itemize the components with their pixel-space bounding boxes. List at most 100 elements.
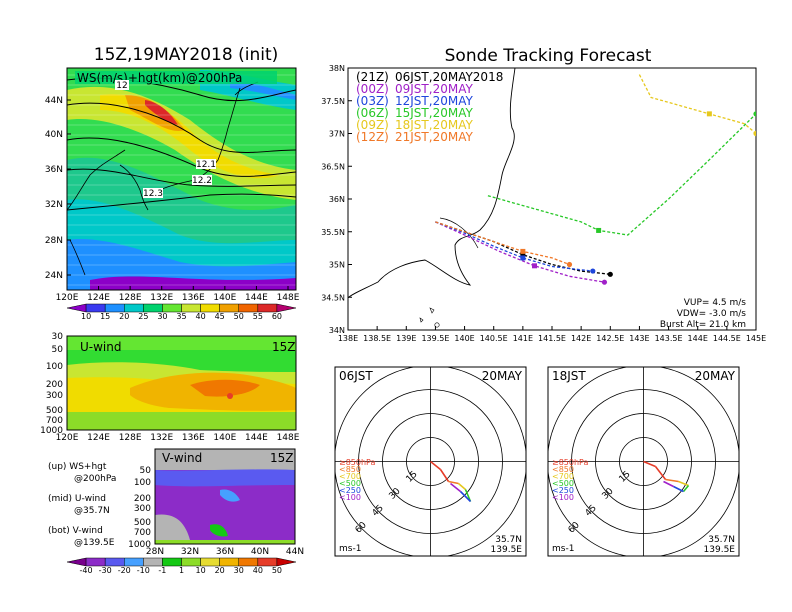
map-colorbar-swatch [124, 303, 144, 313]
u-wind-panel [67, 336, 296, 430]
track-mid-marker [706, 111, 712, 117]
map-colorbar-swatch [257, 303, 278, 313]
track-x-tick-label: 140E [454, 334, 474, 343]
map-colorbar-label: 45 [215, 312, 225, 321]
track-legend-jst: 21JST,20MAY [395, 130, 473, 144]
vdw-text: VDW= -3.0 m/s [677, 309, 747, 319]
note-bot-1: (bot) V-wind [48, 526, 103, 536]
v-wind-x-ticks: 28N 32N 36N 40N 44N [146, 547, 304, 557]
map-colorbar-swatch [66, 303, 87, 313]
track-y-tick-label: 35.5N [321, 228, 345, 237]
hodograph-trace-segment [459, 490, 472, 503]
contour-label-12-1: 12.1 [196, 160, 216, 170]
hodograph-level-label: <500 [552, 479, 574, 488]
map-colorbar-label: 50 [234, 312, 244, 321]
map-colorbar-swatch [104, 303, 125, 313]
track-x-tick-label: 141.5E [538, 334, 566, 343]
map-y-tick-label: 36N [45, 165, 63, 175]
hodograph-lon: 139.5E [491, 545, 523, 555]
map-colorbar-swatch [143, 303, 163, 313]
v-colorbar-swatch [200, 557, 220, 567]
v-colorbar-swatch [276, 557, 297, 567]
track-end-point [753, 130, 756, 137]
track-y-ticks: 38N 37.5N 37N 36.5N 36N 35.5N 35N 34.5N 34N [321, 64, 352, 335]
track-y-tick-label: 34.5N [321, 293, 345, 302]
v-colorbar-swatch [104, 557, 125, 567]
hodograph-level-label: <500 [339, 479, 361, 488]
hodograph-date: 20MAY [695, 369, 736, 383]
v-wind-label: V-wind [162, 451, 202, 465]
track-x-tick-label: 144.5E [713, 334, 741, 343]
v-colorbar-swatch [257, 557, 278, 567]
track-legend-z: (12Z) [356, 130, 389, 144]
track-mid-marker [532, 263, 538, 269]
map-x-tick-label: 120E [56, 293, 79, 303]
map-colorbar-label: 55 [253, 312, 263, 321]
v-x-tick-label: 28N [146, 547, 164, 557]
track-y-tick-label: 37N [329, 130, 345, 139]
v-colorbar-swatch [124, 557, 144, 567]
u-x-tick-label: 128E [119, 433, 142, 443]
u-x-tick-label: 132E [150, 433, 173, 443]
track-y-tick-label: 36N [329, 195, 345, 204]
track-lines [435, 74, 756, 285]
note-mid-1: (mid) U-wind [48, 494, 106, 504]
hodograph-trace-segment [448, 480, 459, 485]
v-y-tick-label: 500 [134, 518, 151, 528]
track-y-tick-label: 37.5N [321, 97, 345, 106]
map-colorbar-label: 20 [119, 312, 129, 321]
track-x-tick-label: 138E [338, 334, 358, 343]
v-colorbar-label: 40 [253, 566, 263, 575]
track-y-tick-label: 38N [329, 64, 345, 73]
track-x-tick-label: 141E [513, 334, 533, 343]
track-end-point [601, 279, 608, 285]
hodograph-time: 18JST [552, 369, 586, 383]
map-colorbar-label: 40 [195, 312, 205, 321]
hodograph-trace-segment [430, 460, 441, 471]
map-colorbar-label: 35 [176, 312, 186, 321]
track-mid-marker [520, 248, 526, 254]
map-colorbar-label: 25 [138, 312, 148, 321]
hodograph-trace-segment [450, 482, 461, 493]
v-colorbar-swatch [238, 557, 259, 567]
u-x-tick-label: 144E [245, 433, 268, 443]
track-x-tick-label: 139E [396, 334, 416, 343]
hodograph-unit: ms-1 [552, 544, 574, 554]
v-colorbar-label: -10 [137, 566, 150, 575]
track-legend: (21Z) 06JST,20MAY2018 (00Z) 09JST,20MAY (03Z… [356, 70, 503, 144]
map-colorbar-label: 10 [81, 312, 91, 321]
hodograph-trace-segment [643, 460, 656, 468]
note-bot-2: @139.5E [74, 538, 115, 548]
track-mid-marker [520, 255, 526, 261]
track-mid-marker [596, 227, 602, 233]
v-x-tick-label: 36N [216, 547, 234, 557]
v-y-tick-label: 50 [140, 466, 152, 476]
vup-text: VUP= 4.5 m/s [684, 298, 747, 308]
note-up-1: (up) WS+hgt [48, 462, 107, 472]
v-y-tick-label: 300 [134, 504, 151, 514]
v-colorbar-swatch [143, 557, 163, 567]
track-legend-jst: 06JST,20MAY2018 [395, 70, 503, 84]
hodograph-trace-segment [682, 484, 690, 493]
track-legend-z: (21Z) [356, 70, 389, 84]
contour-label-12-3: 12.3 [143, 189, 163, 199]
v-wind-time: 15Z [270, 451, 294, 465]
map-colorbar-label: 15 [100, 312, 110, 321]
track-mid-marker [520, 252, 526, 258]
hodograph-lat: 35.7N [495, 535, 522, 545]
v-colorbar-swatch [219, 557, 239, 567]
v-y-tick-label: 200 [134, 494, 151, 504]
left-title: 15Z,19MAY2018 (init) [94, 45, 279, 65]
v-wind-colorbar: -40 -30 -20 -10 -1 1 10 20 30 40 50 [66, 557, 297, 575]
hodograph-level-label: ≥850hPa [552, 458, 589, 467]
hodograph-trace-segment [464, 489, 472, 502]
track-coastline [348, 68, 516, 328]
hodograph-unit: ms-1 [339, 544, 361, 554]
map-panel-label: WS(m/s)+hgt(km)@200hPa [77, 71, 242, 85]
hodograph-trace-segment [457, 482, 467, 491]
track-x-tick-label: 143.5E [655, 334, 683, 343]
v-x-tick-label: 32N [181, 547, 199, 557]
track-legend-jst: 12JST,20MAY [395, 94, 473, 108]
